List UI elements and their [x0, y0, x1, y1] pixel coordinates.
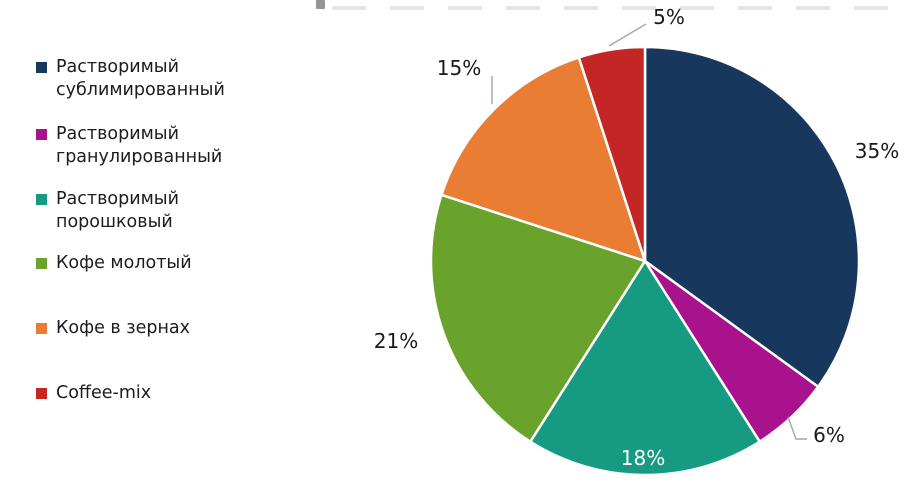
pie-slice-powdered-instant [529, 259, 761, 477]
legend-label: Coffee-mix [56, 383, 152, 403]
legend-label: Растворимый сублимированный [56, 57, 225, 100]
legend-item-coffee-beans: Кофе в зернах [36, 317, 190, 340]
legend-swatch-granulated-instant [36, 129, 47, 140]
pie-slice-ground-coffee [429, 193, 647, 443]
pct-label-coffee-mix: 5% [653, 5, 685, 29]
pct-label-granulated-instant: 6% [813, 423, 845, 447]
legend-item-granulated-instant: Растворимый гранулированный [36, 123, 222, 169]
pie-slice-sublimated-instant [643, 45, 861, 389]
legend-swatch-sublimated-instant [36, 62, 47, 73]
leader-line-granulated-instant [787, 416, 807, 440]
legend-label: Кофе в зернах [56, 318, 191, 338]
pct-label-ground-coffee: 21% [374, 329, 418, 353]
legend-swatch-powdered-instant [36, 194, 47, 205]
legend-label: Кофе молотый [56, 253, 192, 273]
legend-item-coffee-mix: Coffee-mix [36, 382, 151, 405]
leader-line-coffee-mix [608, 23, 647, 47]
legend-item-powdered-instant: Растворимый порошковый [36, 188, 179, 234]
pct-label-sublimated-instant: 35% [855, 139, 899, 163]
pie-slice-coffee-mix [577, 45, 647, 263]
cropped-title-remnant-tick [316, 0, 325, 9]
legend-item-ground-coffee: Кофе молотый [36, 252, 192, 275]
cropped-title-remnant [332, 6, 912, 10]
legend-swatch-coffee-beans [36, 323, 47, 334]
legend-label: Растворимый порошковый [56, 189, 179, 232]
legend-swatch-coffee-mix [36, 388, 47, 399]
legend-swatch-ground-coffee [36, 258, 47, 269]
legend-label: Растворимый гранулированный [56, 124, 223, 167]
pct-label-coffee-beans: 15% [437, 56, 481, 80]
legend-item-sublimated-instant: Растворимый сублимированный [36, 56, 225, 102]
pct-label-powdered-instant: 18% [621, 446, 665, 470]
